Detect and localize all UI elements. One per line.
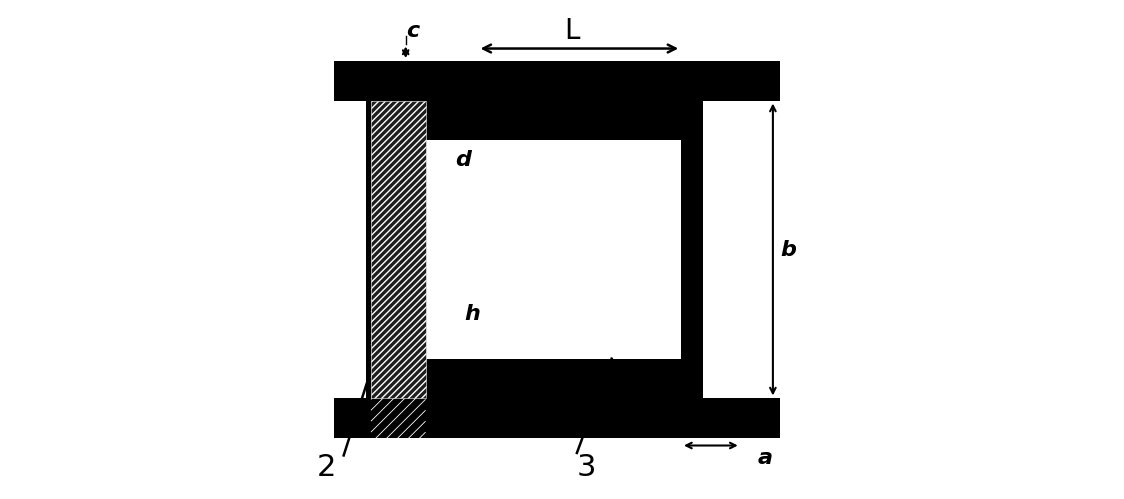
Bar [420,76,426,423]
Text: b: b [780,240,796,259]
Bar [366,418,426,423]
Bar [366,76,426,423]
Bar [334,61,453,101]
Bar [426,398,681,438]
Bar [651,398,780,438]
Bar [426,359,681,398]
Bar [704,101,776,398]
Bar [366,76,426,81]
Bar [371,101,426,398]
Text: h: h [464,304,481,324]
Bar [426,101,681,140]
Text: c: c [407,21,419,41]
Bar [681,76,741,423]
Bar [334,398,453,438]
Text: 3: 3 [577,453,597,483]
Text: a: a [758,448,773,468]
Bar [426,101,681,140]
Bar [681,76,741,423]
Text: L: L [564,17,580,45]
Text: 2: 2 [317,453,336,483]
Bar [366,76,371,423]
Bar [426,140,681,359]
Bar [334,398,453,438]
Bar [371,101,426,398]
Text: d: d [455,150,471,170]
Bar [651,61,780,101]
Bar [704,101,776,398]
Bar [334,61,453,101]
Bar [426,359,681,398]
Bar [426,61,681,101]
Bar [426,359,681,398]
Bar [651,61,780,101]
Bar [651,398,780,438]
